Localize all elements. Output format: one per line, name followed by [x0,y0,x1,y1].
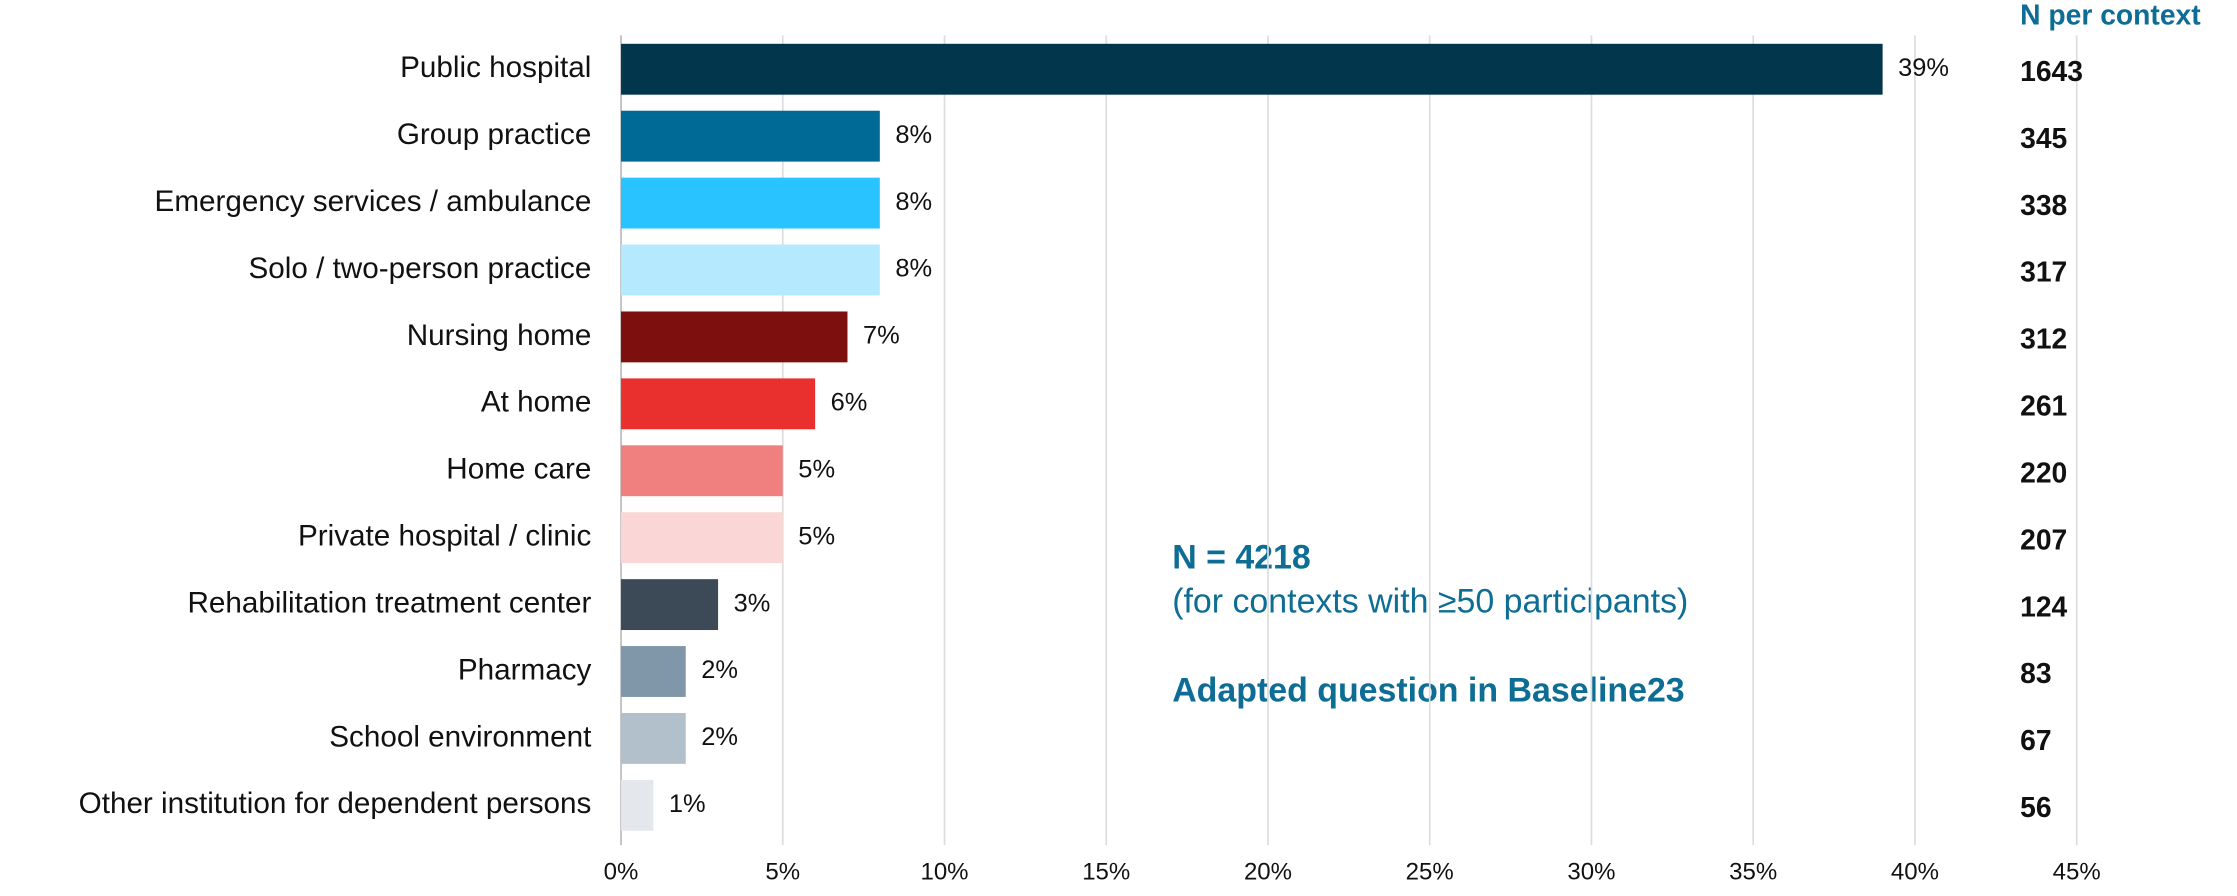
value-label: 8% [895,121,932,149]
value-label: 39% [1898,54,1949,82]
x-tick-label: 10% [920,859,968,886]
value-label: 2% [701,656,738,684]
x-tick-label: 0% [604,859,639,886]
y-tick-label: Emergency services / ambulance [155,185,592,218]
bar [621,43,1883,95]
bar [621,177,880,229]
value-label: 1% [669,790,706,818]
x-tick-label: 45% [2053,859,2101,886]
value-label: 6% [831,389,868,417]
y-tick-label: Group practice [397,118,592,151]
bar [621,445,783,497]
n-value: 345 [2020,122,2067,154]
bar [621,712,686,764]
annotation: N = 4218 [1172,539,1311,577]
n-value: 56 [2020,791,2051,823]
x-tick-label: 15% [1082,859,1130,886]
n-value: 1643 [2020,55,2083,87]
n-value: 312 [2020,323,2067,355]
value-label: 3% [734,589,771,617]
n-value: 261 [2020,390,2067,422]
value-label: 8% [895,188,932,216]
bar [621,244,880,296]
y-tick-label: Other institution for dependent persons [79,787,592,820]
value-label: 7% [863,322,900,350]
y-tick-label: Home care [446,453,591,486]
bar [621,378,816,430]
y-tick-label: Public hospital [400,51,591,84]
bar [621,110,880,162]
bar [621,311,848,363]
n-value: 124 [2020,590,2067,622]
x-tick-label: 25% [1406,859,1454,886]
bar [621,779,654,831]
bar [621,579,719,631]
y-tick-label: School environment [329,720,592,753]
n-value: 67 [2020,724,2051,756]
value-label: 8% [895,255,932,283]
n-value: 83 [2020,657,2051,689]
x-tick-label: 40% [1891,859,1939,886]
value-label: 2% [701,723,738,751]
value-label: 5% [798,455,835,483]
x-tick-label: 5% [765,859,800,886]
n-header: N per context [2020,0,2201,30]
bar [621,512,783,564]
y-tick-label: Pharmacy [458,653,592,686]
n-value: 338 [2020,189,2067,221]
annotation: Adapted question in Baseline23 [1172,671,1684,709]
y-tick-label: Rehabilitation treatment center [187,586,591,619]
n-value: 220 [2020,456,2067,488]
value-label: 5% [798,522,835,550]
n-value: 317 [2020,256,2067,288]
n-value: 207 [2020,523,2067,555]
x-tick-label: 35% [1729,859,1777,886]
bar [621,646,686,697]
x-tick-label: 20% [1244,859,1292,886]
y-tick-label: Private hospital / clinic [298,520,592,553]
y-tick-label: At home [481,386,591,419]
y-tick-label: Solo / two-person practice [248,252,591,285]
y-tick-label: Nursing home [407,319,592,352]
x-tick-label: 30% [1567,859,1615,886]
